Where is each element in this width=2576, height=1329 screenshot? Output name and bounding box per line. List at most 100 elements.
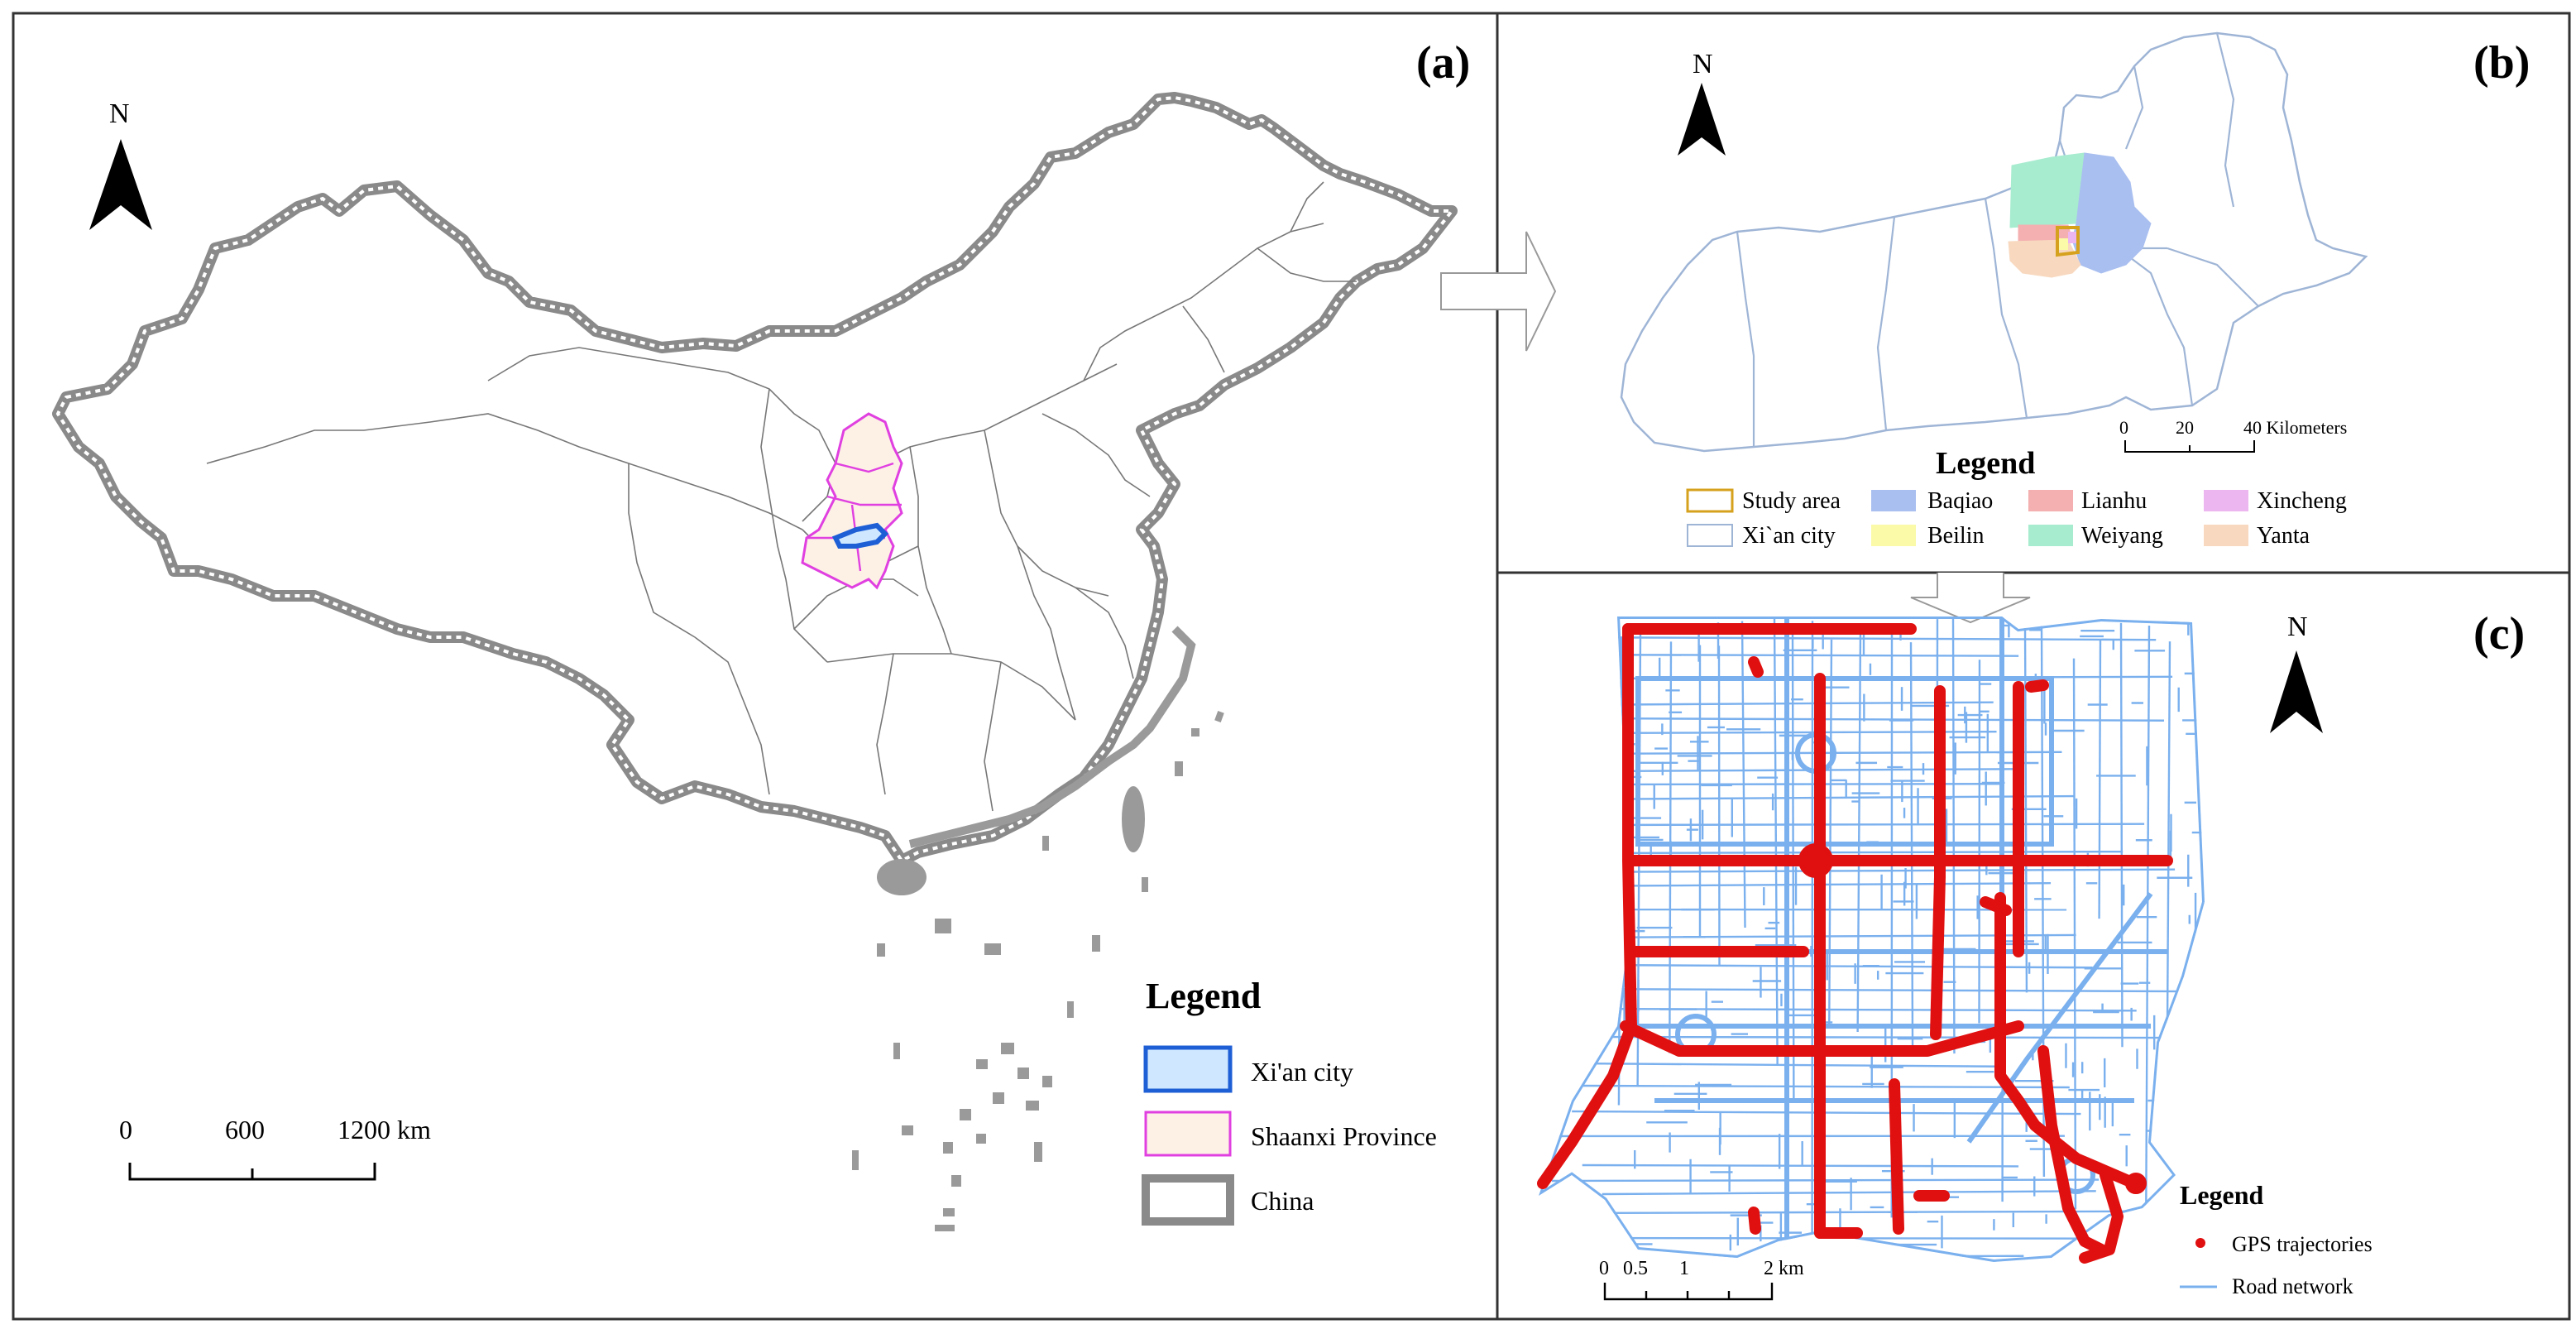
north-arrow-icon: [2270, 650, 2323, 733]
legend-b-label-7: Yanta: [2257, 523, 2310, 549]
road-segment: [1539, 653, 2019, 657]
panel-c-scale-bar: 0 0.5 1 2 km: [1599, 1258, 1804, 1301]
weiyang-district: [2009, 152, 2085, 228]
road-segment: [1573, 717, 2164, 722]
road-segment: [1547, 636, 2157, 641]
road-segment: [1617, 636, 1623, 1106]
scale-b-tick-1: 20: [2176, 417, 2194, 438]
legend-b-label-0: Study area: [1742, 488, 1841, 514]
scale-tick-1: 600: [225, 1115, 265, 1144]
road-network: [1539, 617, 2205, 1262]
legend-swatch-xian: [1143, 1045, 1233, 1093]
north-label-c: N: [2287, 612, 2308, 642]
legend-b-label-4: Xi`an city: [1742, 523, 1836, 549]
road-segment: [1591, 768, 2015, 773]
road-segment: [1951, 617, 1956, 1054]
panel-a-north-arrow: N: [89, 98, 152, 230]
panel-b: (b) N 0 20: [1620, 31, 2530, 549]
legend-swatch-shaanxi: [1144, 1111, 1232, 1157]
arrow-right-icon: [1440, 231, 1557, 352]
panel-a-scale-bar: 0 600 1200 km: [119, 1115, 431, 1181]
panel-c-legend: Legend GPS trajectories Road network: [2180, 1180, 2373, 1298]
legend-b-swatch-4: [1687, 524, 1733, 547]
road-segment: [2119, 622, 2124, 1048]
panel-b-north-arrow: N: [1678, 49, 1726, 156]
legend-b-label-2: Lianhu: [2081, 488, 2147, 514]
xincheng-district: [2068, 232, 2076, 243]
road-segment: [1586, 850, 2124, 855]
legend-b-label-6: Weiyang: [2081, 523, 2163, 549]
road-segment: [1574, 1035, 2199, 1039]
figure-frame: [12, 12, 2571, 1321]
road-segment: [2166, 641, 2171, 1064]
north-arrow-icon: [1678, 83, 1726, 156]
china-outline: [52, 92, 1458, 866]
arrow-down-icon: [1910, 573, 2031, 624]
road-segment: [1571, 1007, 2137, 1012]
xian-city-outline: [1620, 31, 2368, 453]
road-segment: [1544, 868, 2176, 874]
legend-b-swatch-6: [2028, 525, 2073, 546]
legend-b-swatch-7: [2204, 525, 2248, 546]
road-segment: [1773, 618, 1779, 1065]
legend-b-swatch-5: [1871, 525, 1916, 546]
road-segment: [1550, 1210, 2127, 1215]
islands: [852, 710, 1224, 1231]
legend-c-label-gps: GPS trajectories: [2232, 1232, 2373, 1256]
road-segment: [1740, 621, 1746, 928]
road-segment: [2072, 658, 2077, 1210]
road-segment: [1568, 823, 2145, 827]
panel-a-label: (a): [1416, 37, 1470, 89]
road-segment: [1568, 987, 2194, 993]
road-segment: [1582, 963, 2093, 969]
legend-b-label-3: Xincheng: [2257, 488, 2347, 514]
scale-tick-2: 1200 km: [338, 1115, 431, 1144]
legend-label-shaanxi: Shaanxi Province: [1251, 1121, 1437, 1151]
districts: [2008, 152, 2152, 278]
legend-label-china: China: [1251, 1186, 1314, 1216]
scale-c-tick-2: 1: [1679, 1258, 1689, 1279]
panel-b-label: (b): [2473, 37, 2530, 89]
legend-title: Legend: [1146, 976, 1261, 1016]
road-segment: [1549, 701, 1994, 707]
study-area: [2056, 226, 2080, 257]
road-segment: [1602, 1190, 2096, 1196]
legend-swatch-china: [1142, 1174, 1234, 1226]
gps-trajectories: [1537, 623, 2173, 1264]
panel-a: (a) N: [52, 37, 1470, 1231]
north-arrow-icon: [89, 139, 152, 230]
legend-b-title: Legend: [1936, 446, 2035, 481]
legend-b-swatch-2: [2028, 490, 2073, 511]
panel-c: (c) N 0 0.5 1 2 km Legend GPS trajectori…: [1537, 608, 2525, 1301]
road-segment: [1828, 639, 1833, 1025]
road-segment: [1856, 630, 1862, 1033]
road-segment: [1571, 731, 1997, 735]
panel-c-north-arrow: N: [2270, 612, 2323, 733]
road-segment: [1582, 1163, 2019, 1168]
panel-b-scale-bar: 0 20 40 Kilometers: [2119, 417, 2347, 453]
xian-city: [831, 522, 889, 549]
legend-c-swatch-gps: [2195, 1238, 2205, 1248]
legend-c-label-road: Road network: [2232, 1274, 2353, 1298]
legend-b-label-5: Beilin: [1927, 523, 1984, 549]
legend-b-swatch-0: [1686, 488, 1734, 513]
scale-c-tick-1: 0.5: [1623, 1258, 1648, 1279]
road-segment: [1543, 751, 2062, 756]
scale-b-tick-0: 0: [2119, 417, 2128, 438]
scale-c-tick-3: 2 km: [1764, 1258, 1804, 1279]
road-segment: [2144, 625, 2151, 1243]
scale-c-tick-0: 0: [1599, 1258, 1609, 1279]
legend-b-swatch-3: [2204, 490, 2248, 511]
panel-a-legend: Legend Xi'an city Shaanxi Province China: [1142, 976, 1437, 1226]
panel-b-legend: Legend Study area Baqiao Lianhu Xincheng…: [1686, 446, 2347, 549]
north-label: N: [109, 98, 130, 129]
legend-c-title: Legend: [2180, 1180, 2264, 1210]
scale-b-tick-2: 40 Kilometers: [2243, 417, 2347, 438]
legend-label-xian: Xi'an city: [1251, 1057, 1353, 1087]
panel-c-label: (c): [2473, 608, 2525, 660]
legend-b-swatch-1: [1871, 490, 1916, 511]
beilin-district: [2058, 238, 2068, 250]
road-segment: [1572, 1110, 2081, 1115]
north-label-b: N: [1693, 49, 1713, 79]
